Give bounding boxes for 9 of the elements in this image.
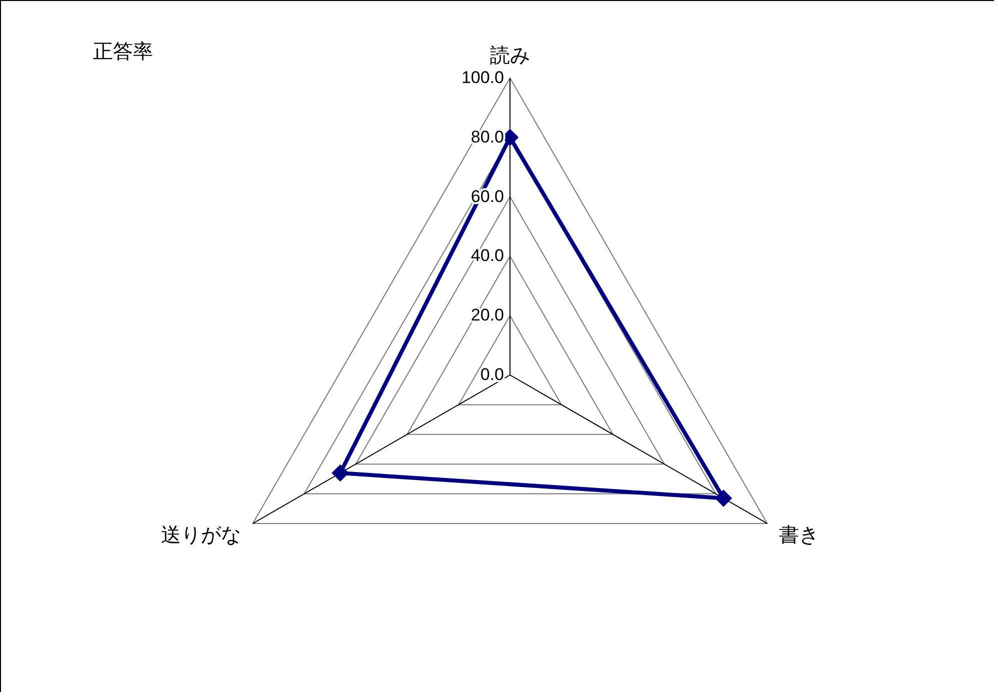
- y-tick-label: 100.0: [461, 68, 504, 87]
- spoke-label: 書き: [779, 524, 820, 546]
- y-tick-label: 0.0: [480, 365, 504, 384]
- chart-title: 正答率: [93, 41, 153, 63]
- spoke-label: 読み: [490, 45, 530, 67]
- spoke-label: 送りがな: [160, 524, 241, 546]
- y-tick-label: 80.0: [470, 127, 504, 146]
- y-tick-label: 40.0: [470, 246, 504, 266]
- y-tick-label: 20.0: [470, 306, 504, 325]
